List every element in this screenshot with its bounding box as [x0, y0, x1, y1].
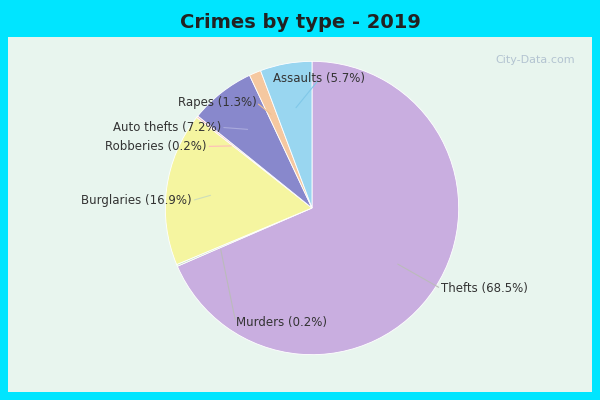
Text: Robberies (0.2%): Robberies (0.2%): [105, 140, 206, 153]
FancyBboxPatch shape: [8, 37, 592, 392]
Text: Rapes (1.3%): Rapes (1.3%): [178, 96, 256, 109]
Text: Murders (0.2%): Murders (0.2%): [236, 316, 327, 329]
Text: Assaults (5.7%): Assaults (5.7%): [274, 72, 365, 86]
Wedge shape: [250, 71, 312, 208]
Wedge shape: [197, 116, 312, 208]
Text: Thefts (68.5%): Thefts (68.5%): [441, 282, 528, 295]
Text: City-Data.com: City-Data.com: [496, 55, 575, 65]
Wedge shape: [176, 208, 312, 266]
Wedge shape: [260, 61, 312, 208]
Text: Burglaries (16.9%): Burglaries (16.9%): [81, 194, 192, 207]
Wedge shape: [166, 117, 312, 264]
Wedge shape: [198, 75, 312, 208]
Text: Auto thefts (7.2%): Auto thefts (7.2%): [113, 121, 221, 134]
Text: Crimes by type - 2019: Crimes by type - 2019: [179, 12, 421, 32]
Wedge shape: [178, 61, 458, 355]
